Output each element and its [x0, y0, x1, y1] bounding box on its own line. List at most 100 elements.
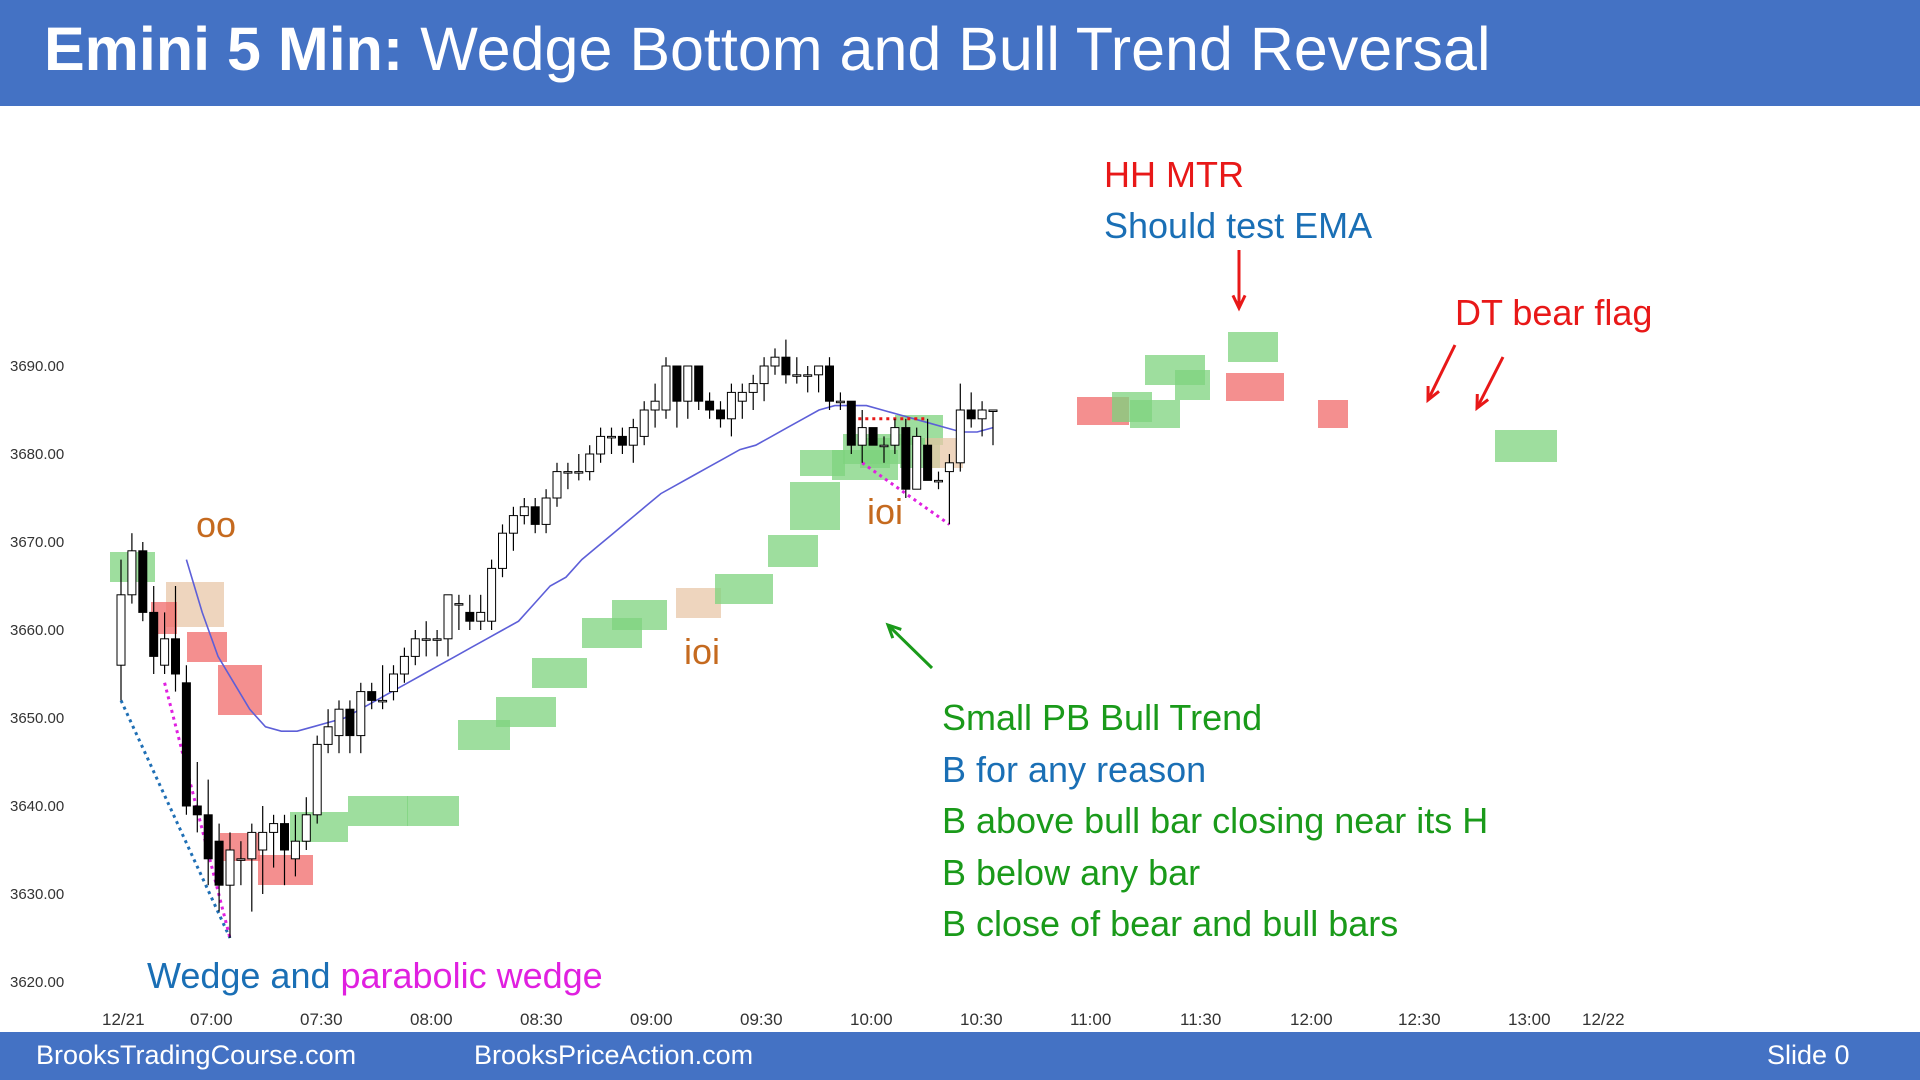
candle [683, 365, 693, 419]
candle [574, 454, 584, 481]
candle [628, 418, 638, 463]
candle-body [748, 383, 758, 393]
candle [280, 814, 289, 886]
candle-body [683, 365, 693, 402]
candle-body [476, 611, 486, 622]
highlight-box [1228, 332, 1278, 362]
candle [192, 762, 202, 833]
annotation-hh-mtr: HH MTR [1104, 154, 1244, 195]
candle-body [138, 550, 148, 613]
candle-body [323, 726, 333, 745]
annotation-arrows [885, 250, 1505, 670]
candle-body [661, 365, 671, 411]
highlight-box [532, 658, 587, 688]
candle-body [617, 435, 627, 446]
candle-body [803, 374, 813, 377]
footer-center-link[interactable]: BrooksPriceAction.com [474, 1040, 754, 1070]
highlight-box [1495, 430, 1557, 462]
candle-body [672, 365, 682, 402]
candle [290, 814, 300, 877]
candle-body [596, 435, 606, 455]
candles [116, 339, 998, 938]
candle-body [345, 708, 355, 737]
candle [160, 612, 170, 674]
candle [421, 621, 431, 657]
candle-body [541, 497, 551, 525]
candle [716, 401, 725, 428]
y-tick-label: 3670.00 [10, 534, 64, 551]
x-tick-label: 08:30 [520, 1010, 563, 1029]
candle-body [171, 638, 180, 675]
candle-body [149, 611, 159, 657]
candle [607, 427, 616, 454]
candle-body [269, 823, 279, 833]
candle-body [214, 840, 224, 886]
candle [814, 365, 824, 393]
candle-body [901, 427, 911, 490]
candle-body [890, 427, 900, 446]
candle [988, 409, 998, 446]
candle-body [552, 471, 562, 499]
y-tick-label: 3690.00 [10, 358, 64, 375]
x-tick-label: 07:00 [190, 1010, 233, 1029]
candle [825, 357, 834, 410]
candle [912, 427, 922, 490]
candle [977, 401, 987, 437]
candle [966, 392, 976, 428]
candle-body [312, 743, 322, 816]
x-tick-label: 12/22 [1582, 1010, 1625, 1029]
candle [323, 709, 333, 754]
footer-left-link[interactable]: BrooksTradingCourse.com [36, 1040, 357, 1070]
x-tick-label: 08:00 [410, 1010, 453, 1029]
annotation-b-above: B above bull bar closing near its H [942, 800, 1488, 841]
wedge-line-blue [119, 699, 232, 939]
y-tick-label: 3640.00 [10, 798, 64, 815]
candle [541, 489, 551, 534]
candle-body [454, 603, 464, 606]
annotation-small-pb: Small PB Bull Trend [942, 697, 1262, 738]
candle-body [835, 400, 845, 404]
candle-body [912, 435, 922, 490]
candle [901, 418, 911, 498]
candlestick-chart: 3690.00 3680.00 3670.00 3660.00 3650.00 3640.… [10, 154, 1652, 1029]
y-tick-label: 3620.00 [10, 974, 64, 991]
annotation-wedge: Wedge and parabolic wedge [147, 955, 603, 996]
candle [890, 418, 900, 454]
highlight-box [496, 697, 556, 727]
candle-body [203, 814, 213, 860]
highlight-box [290, 812, 348, 842]
candle-body [988, 409, 998, 412]
annotation-should-test-ema: Should test EMA [1104, 205, 1372, 246]
candle-body [127, 550, 137, 596]
x-tick-label: 11:30 [1180, 1010, 1221, 1029]
candle [748, 374, 758, 410]
candle-body [792, 374, 802, 377]
annotation-oo: oo [196, 504, 236, 545]
candle [247, 823, 257, 912]
candle [476, 594, 486, 630]
candle [454, 594, 464, 630]
candle [367, 682, 377, 710]
x-tick-label: 07:30 [300, 1010, 343, 1029]
candle-body [857, 427, 867, 446]
candle-body [225, 849, 235, 886]
x-tick-label: 12:00 [1290, 1010, 1333, 1029]
annotation-dt-bear-flag: DT bear flag [1455, 292, 1652, 333]
slide-number: Slide 0 [1767, 1040, 1850, 1070]
x-axis-ticks: 12/21 07:00 07:30 08:00 08:30 09:00 09:30 10:00… [102, 1010, 1625, 1029]
candle-body [814, 365, 824, 376]
candle-body [955, 409, 965, 464]
annotation-b-close: B close of bear and bull bars [942, 903, 1398, 944]
candle-body [705, 400, 715, 411]
candle [879, 436, 889, 463]
candle-body [116, 594, 126, 666]
candle [530, 498, 540, 534]
arrow-small-pb [886, 623, 934, 670]
x-tick-label: 09:30 [740, 1010, 783, 1029]
candle [759, 357, 769, 402]
candle-body [966, 409, 976, 420]
candle-body [759, 365, 769, 385]
footer-bar: BrooksTradingCourse.com BrooksPriceActio… [0, 1032, 1920, 1080]
candle-body [247, 831, 257, 860]
candle [269, 814, 279, 868]
